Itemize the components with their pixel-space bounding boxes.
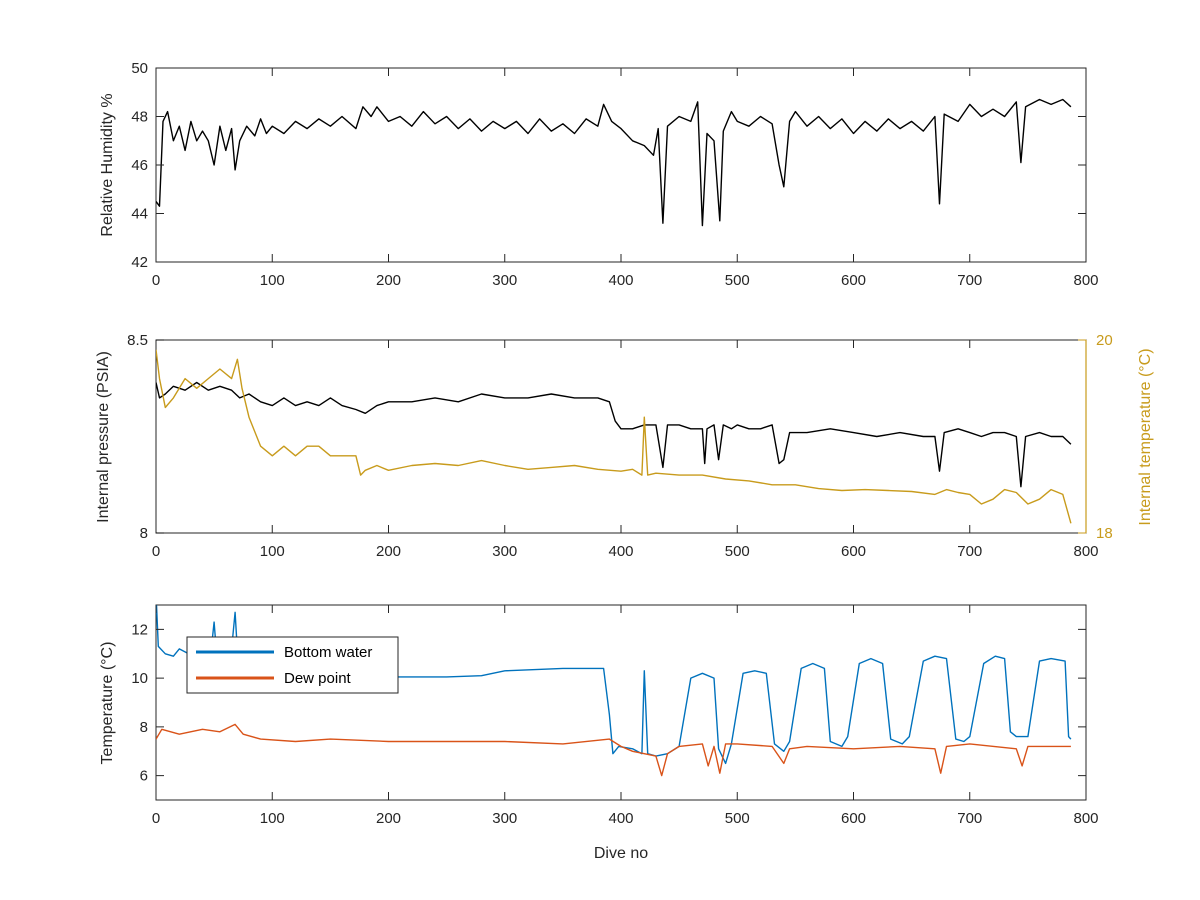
- series-layer: [156, 605, 1072, 777]
- legend-label-bottom-water: Bottom water: [284, 644, 372, 661]
- x-tick-label: 100: [260, 543, 285, 560]
- x-tick-label: 800: [1073, 272, 1098, 289]
- x-tick-label: 500: [725, 272, 750, 289]
- y-axis-label-humidity: Relative Humidity %: [99, 93, 116, 236]
- legend-label-dew-point: Dew point: [284, 670, 352, 687]
- series-line-bottom-water: [156, 605, 1072, 765]
- plot-area-temperature: [155, 604, 1087, 801]
- x-tick-label: 300: [492, 272, 517, 289]
- y-tick-label: 42: [131, 254, 148, 271]
- y2-tick-label: 20: [1096, 332, 1113, 349]
- x-tick-label: 800: [1073, 543, 1098, 560]
- series-line-right-axis: [156, 349, 1072, 524]
- y-tick-label: 8.5: [127, 332, 148, 349]
- x-tick-label: 0: [152, 810, 160, 827]
- y-tick-label: 8: [140, 525, 148, 542]
- x-tick-layer: 0 100 200 300 400 500 600 700 800: [152, 605, 1099, 827]
- x-tick-layer: 0 100 200 300 400 500 600 700 800: [152, 68, 1099, 289]
- series-line-dew-point: [156, 723, 1071, 777]
- y-tick-label: 6: [140, 768, 148, 785]
- x-tick-label: 500: [725, 543, 750, 560]
- x-tick-label: 600: [841, 810, 866, 827]
- x-tick-label: 700: [957, 272, 982, 289]
- series-line-left-axis: [156, 98, 1072, 227]
- plot-area-humidity: [155, 67, 1087, 263]
- x-tick-label: 300: [492, 543, 517, 560]
- y-tick-label: 48: [131, 109, 148, 126]
- x-tick-label: 400: [608, 810, 633, 827]
- x-tick-label: 700: [957, 810, 982, 827]
- series-layer: [156, 349, 1072, 524]
- x-tick-layer: 0 100 200 300 400 500 600 700 800: [152, 340, 1099, 560]
- x-tick-label: 100: [260, 272, 285, 289]
- x-axis-label-dive-no: Dive no: [594, 845, 648, 862]
- x-tick-label: 0: [152, 543, 160, 560]
- y-tick-label: 46: [131, 157, 148, 174]
- y-axis-label-temperature: Temperature (°C): [99, 642, 116, 765]
- plot-area-pressure: [155, 339, 1087, 534]
- x-tick-label: 600: [841, 543, 866, 560]
- legend: Bottom water Dew point: [186, 636, 399, 694]
- y-tick-layer: 42 44 46 48 50: [131, 60, 1086, 271]
- x-tick-label: 200: [376, 543, 401, 560]
- x-tick-label: 200: [376, 810, 401, 827]
- x-tick-label: 0: [152, 272, 160, 289]
- y2-axis-label-temperature: Internal temperature (°C): [1137, 348, 1154, 525]
- y-tick-label: 8: [140, 719, 148, 736]
- y-axis-label-pressure: Internal pressure (PSIA): [95, 351, 112, 523]
- legend-box: [186, 636, 399, 694]
- x-tick-label: 500: [725, 810, 750, 827]
- y-tick-label: 12: [131, 621, 148, 638]
- x-tick-label: 300: [492, 810, 517, 827]
- panel-humidity: 0 100 200 300 400 500 600 700 800 42 44 46 48 50 Rel…: [99, 60, 1099, 289]
- x-tick-label: 700: [957, 543, 982, 560]
- y-tick-label: 50: [131, 60, 148, 77]
- x-tick-label: 200: [376, 272, 401, 289]
- x-tick-label: 400: [608, 272, 633, 289]
- y-tick-label: 10: [131, 670, 148, 687]
- x-tick-label: 400: [608, 543, 633, 560]
- series-line-left-axis: [156, 381, 1072, 488]
- y-tick-layer: 6 8 10 12: [131, 621, 1086, 785]
- x-tick-label: 600: [841, 272, 866, 289]
- y-tick-label: 44: [131, 206, 148, 223]
- y2-tick-label: 18: [1096, 525, 1113, 542]
- x-tick-label: 100: [260, 810, 285, 827]
- panel-temperature: 0 100 200 300 400 500 600 700 800 6 8 10 12 Tempera…: [99, 604, 1099, 862]
- series-layer: [156, 98, 1072, 227]
- x-tick-label: 800: [1073, 810, 1098, 827]
- y-tick-layer: 88.5: [127, 332, 164, 542]
